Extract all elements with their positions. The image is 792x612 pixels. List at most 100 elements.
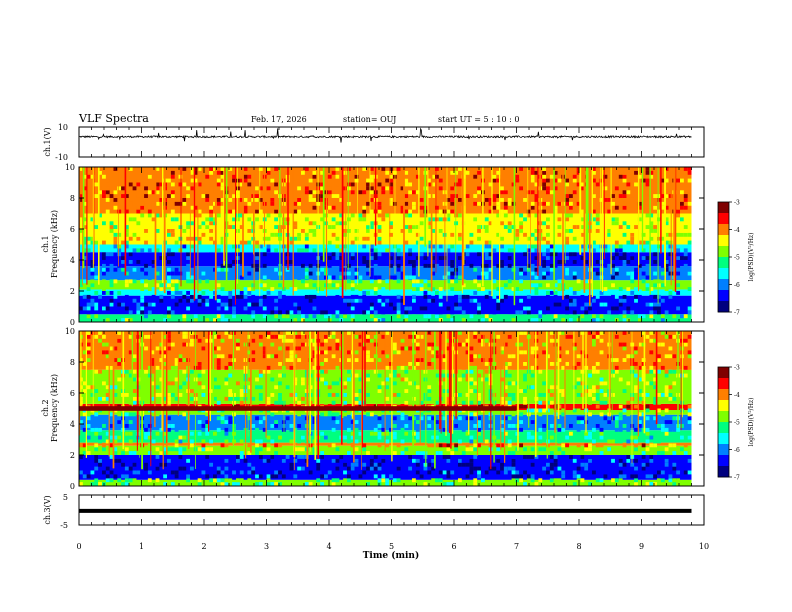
spectrogram-cell	[557, 478, 562, 483]
spectrogram-cell	[266, 248, 271, 253]
spectrogram-cell	[339, 205, 344, 210]
spectrogram-cell	[377, 182, 382, 187]
spectrogram-cell	[144, 466, 148, 471]
spectrogram-cell	[373, 318, 378, 322]
spectrogram-cell	[450, 451, 455, 455]
spectrogram-cell	[584, 455, 589, 459]
spectrogram-cell	[503, 416, 508, 421]
spectrogram-cell	[274, 420, 279, 424]
spectrogram-cell	[603, 225, 608, 229]
spectrogram-cell	[255, 400, 259, 405]
spectrogram-cell	[324, 240, 328, 245]
spectrogram-cell	[557, 240, 562, 245]
spectrogram-cell	[362, 225, 367, 229]
spectrogram-cell	[117, 416, 122, 421]
spectrogram-cell	[201, 331, 206, 335]
spectrogram-cell	[634, 474, 638, 479]
spectrogram-cell	[404, 209, 409, 214]
spectrogram-cell	[526, 431, 531, 436]
spectrogram-cell	[603, 451, 608, 455]
spectrogram-cell	[503, 470, 508, 475]
spectrogram-cell	[427, 396, 432, 401]
spectrogram-cell	[178, 271, 183, 276]
spectrogram-cell	[369, 275, 374, 280]
spectrogram-cell	[343, 435, 347, 440]
spectrogram-cell	[530, 167, 535, 171]
spectrogram-cell	[534, 252, 539, 257]
spectrogram-cell	[358, 287, 363, 291]
spectrogram-cell	[98, 435, 102, 440]
spectrogram-cell	[438, 178, 443, 183]
spectrogram-cell	[626, 306, 631, 311]
spectrogram-cell	[611, 377, 615, 382]
spectrogram-cell	[412, 306, 416, 311]
spectrogram-cell	[576, 474, 581, 479]
spectrogram-cell	[220, 167, 225, 171]
spectrogram-cell	[496, 252, 501, 257]
spectrogram-cell	[86, 294, 91, 299]
spectrogram-cell	[262, 431, 267, 436]
spectrogram-cell	[412, 279, 416, 284]
spectrogram-cell	[645, 482, 650, 486]
spectrogram-cell	[565, 217, 570, 222]
spectrogram-cell	[412, 174, 416, 179]
spectrogram-cell	[270, 209, 275, 214]
spectrogram-cell	[496, 358, 501, 362]
spectrogram-cell	[182, 318, 187, 322]
spectrogram-cell	[534, 275, 539, 280]
spectrogram-cell	[285, 314, 290, 319]
colorbar-step	[718, 297, 729, 300]
spectrogram-cell	[377, 240, 382, 245]
spectrogram-cell	[488, 221, 493, 226]
spectrogram-cell	[450, 283, 455, 288]
spectrogram-cell	[343, 381, 347, 386]
spectrogram-cell	[289, 334, 294, 339]
spectrogram-cell	[427, 385, 432, 390]
spectrogram-cell	[113, 302, 118, 307]
spectrogram-cell	[404, 182, 409, 187]
spectrogram-cell	[213, 474, 217, 479]
spectrogram-cell	[630, 194, 635, 198]
spectrogram-cell	[511, 396, 516, 401]
spectrogram-cell	[293, 381, 298, 386]
spectrogram-cell	[197, 365, 202, 370]
spectrogram-cell	[446, 271, 451, 276]
spectrogram-cell	[511, 186, 516, 191]
spectrogram-cell	[458, 331, 462, 335]
spectrogram-cell	[461, 342, 466, 347]
spectrogram-cell	[167, 350, 171, 355]
spectrogram-cell	[614, 221, 619, 226]
spectrogram-cell	[105, 260, 110, 264]
spectrogram-cell	[672, 427, 677, 432]
spectrogram-cell	[293, 167, 298, 171]
spectrogram-cell	[331, 381, 336, 386]
spectrogram-cell	[193, 236, 198, 241]
spectrogram-cell	[427, 474, 432, 479]
spectrogram-cell	[190, 279, 194, 284]
spectrogram-cell	[549, 331, 554, 335]
spectrogram-cell	[140, 267, 145, 272]
spectrogram-cell	[523, 217, 527, 222]
spectrogram-cell	[507, 420, 512, 424]
spectrogram-cell	[442, 482, 447, 486]
spectrogram-cell	[354, 393, 359, 397]
spectrogram-cell	[239, 198, 244, 202]
spectrogram-cell	[553, 263, 558, 268]
spectrogram-cell	[327, 451, 332, 455]
spectrogram-cell	[481, 338, 485, 343]
spectrogram-cell	[404, 431, 409, 436]
spectrogram-cell	[484, 369, 489, 374]
spectrogram-cell	[324, 190, 328, 195]
spectrogram-band	[79, 314, 692, 322]
spectrogram-cell	[354, 396, 359, 401]
spectrogram-cell	[151, 377, 156, 382]
colorbar-step	[718, 288, 729, 291]
spectrogram-cell	[255, 302, 259, 307]
spectrogram-cell	[109, 279, 114, 284]
spectrogram-cell	[645, 369, 650, 374]
spectrogram-cell	[182, 201, 187, 206]
spectrogram-cell	[312, 221, 317, 226]
spectrogram-cell	[167, 314, 171, 319]
colorbar-step	[718, 202, 729, 205]
spectrogram-cell	[109, 385, 114, 390]
